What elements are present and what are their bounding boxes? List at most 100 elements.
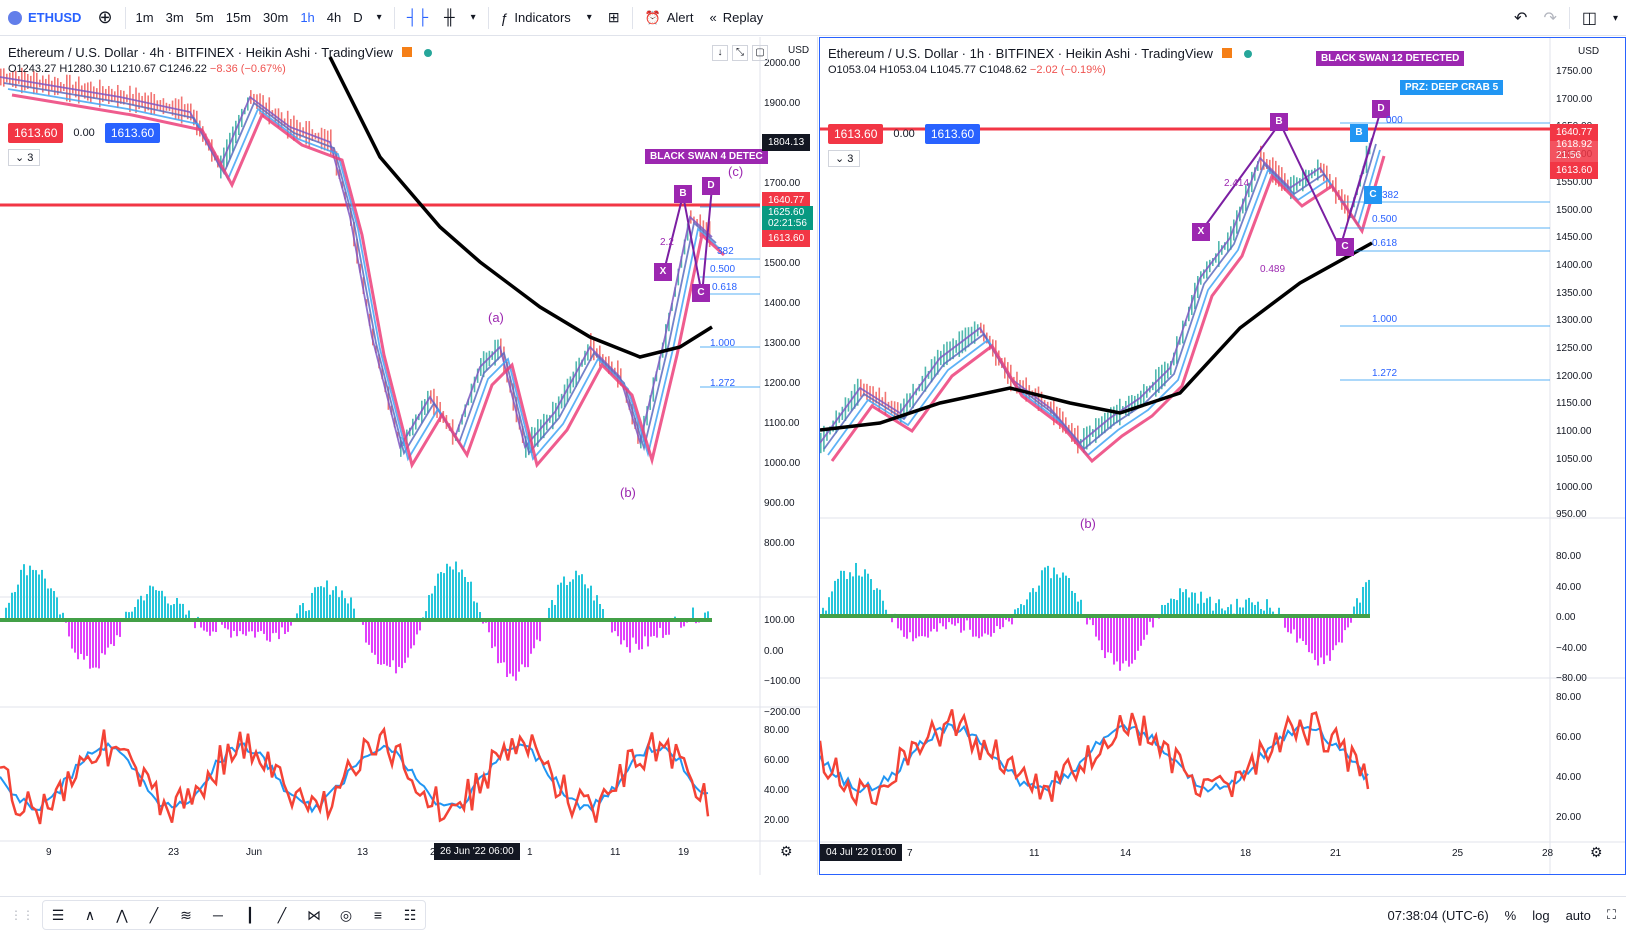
left-chart-canvas[interactable] xyxy=(0,37,818,875)
oscillator-bar xyxy=(572,579,574,620)
oscillator-bar xyxy=(284,620,286,635)
oscillator-bar xyxy=(455,561,457,620)
collapse-indicators-button[interactable]: ⌄ 3 xyxy=(8,149,41,166)
oscillator-bar xyxy=(707,611,709,620)
indicators-button[interactable]: ƒ Indicators xyxy=(493,0,579,36)
rsi_axis-tick: 40.00 xyxy=(764,785,790,796)
maximize-icon[interactable]: ▢ xyxy=(752,45,768,61)
drag-handle-icon[interactable]: ⋮⋮ xyxy=(10,908,34,922)
xabcd-pattern-icon[interactable]: ⋈ xyxy=(307,907,321,923)
abcd-pattern-icon[interactable]: ∧ xyxy=(84,907,96,923)
fib-channel-icon[interactable]: ≋ xyxy=(180,907,192,923)
redo-icon[interactable]: ↷ xyxy=(1543,10,1557,27)
crosshair-time-label: 26 Jun '22 06:00 xyxy=(434,843,520,860)
layout-split-icon[interactable]: ◫ xyxy=(1581,10,1597,27)
chart-pane-left[interactable]: Ethereum / U.S. Dollar · 4h · BITFINEX ·… xyxy=(0,37,818,875)
object-tree-icon[interactable]: ☷ xyxy=(403,907,417,923)
oscillator-bar xyxy=(662,620,664,638)
menu-icon[interactable]: ☰ xyxy=(51,907,65,923)
currency-label[interactable]: USD xyxy=(788,45,810,56)
flag-icon[interactable] xyxy=(1222,48,1233,58)
oscillator-bar xyxy=(53,591,55,620)
replay-button[interactable]: « Replay xyxy=(701,0,771,36)
interval-5m[interactable]: 5m xyxy=(195,10,214,25)
oscillator-bar xyxy=(1008,616,1010,622)
oscillator-bar xyxy=(683,620,685,627)
oscillator-bar xyxy=(86,620,88,656)
oscillator-bar xyxy=(5,607,7,620)
oscillator-bar xyxy=(1341,616,1343,643)
interval-4h[interactable]: 4h xyxy=(326,10,342,25)
ohlc-change: −8.36 (−0.67%) xyxy=(209,63,286,75)
elliott-wave-icon[interactable]: ⋀ xyxy=(116,907,128,923)
pattern-point-c2: C xyxy=(1364,186,1382,204)
settings-gear-icon[interactable]: ⚙ xyxy=(1590,844,1603,860)
oscillator-bar xyxy=(632,620,634,638)
oscillator-bar xyxy=(1101,616,1103,651)
interval-1m[interactable]: 1m xyxy=(135,10,154,25)
osc_axis-tick: −100.00 xyxy=(764,676,801,687)
chevron-down-icon[interactable]: ▾ xyxy=(1612,12,1618,24)
oscillator-bar xyxy=(1266,599,1268,616)
scroll-down-icon[interactable]: ↓ xyxy=(712,45,728,61)
bottom-right-controls: 07:38:04 (UTC-6) % log auto ⛶ xyxy=(1388,897,1617,933)
buy-price-button[interactable]: 1613.60 xyxy=(104,123,161,143)
interval-30m[interactable]: 30m xyxy=(263,10,289,25)
harmonic-pattern-line xyxy=(662,186,713,296)
oscillator-bar xyxy=(885,609,887,616)
interval-3m[interactable]: 3m xyxy=(165,10,184,25)
undo-icon[interactable]: ↶ xyxy=(1514,10,1528,27)
oscillator-bar xyxy=(1074,592,1076,616)
fullscreen-icon[interactable]: ⛶ xyxy=(1606,907,1616,922)
oscillator-bar xyxy=(927,616,929,638)
candle-type-icon[interactable]: ╫ xyxy=(443,9,455,26)
top-toolbar: ETHUSD ⊕ 1m 3m 5m 15m 30m 1h 4h D ▾ ┤├ ╫… xyxy=(0,0,1626,36)
oscillator-bar xyxy=(158,590,160,620)
oscillator-bar xyxy=(930,616,932,632)
line-tool-icon[interactable]: ╱ xyxy=(277,907,287,923)
percent-toggle[interactable]: % xyxy=(1504,907,1517,923)
y_axis-tick: 1550.00 xyxy=(1556,176,1593,188)
gann-icon[interactable]: ◎ xyxy=(339,907,353,923)
clock-time[interactable]: 07:38:04 (UTC-6) xyxy=(1387,907,1489,923)
sell-price-button[interactable]: 1613.60 xyxy=(8,123,64,143)
collapse-icon[interactable]: ⤡ xyxy=(732,45,748,61)
horizontal-ray-icon[interactable]: ─ xyxy=(213,907,223,923)
collapse-indicators-button[interactable]: ⌄ 3 xyxy=(828,150,861,167)
trend-line-icon[interactable]: ╱ xyxy=(149,907,159,923)
y_axis-tick: 1050.00 xyxy=(1556,453,1593,465)
oscillator-bar xyxy=(431,593,433,620)
settings-gear-icon[interactable]: ⚙ xyxy=(780,843,793,859)
buy-price-button[interactable]: 1613.60 xyxy=(924,124,981,144)
chevron-down-icon[interactable]: ▾ xyxy=(586,12,592,23)
chevron-down-icon[interactable]: ▾ xyxy=(376,12,382,23)
alert-button[interactable]: ⏰ Alert xyxy=(637,0,702,36)
chevron-down-icon[interactable]: ▾ xyxy=(470,12,476,23)
y_axis-tick: 1100.00 xyxy=(1556,426,1592,438)
oscillator-bar xyxy=(1299,616,1301,639)
ohlc-open: O1053.04 xyxy=(828,64,877,76)
oscillator-bar xyxy=(458,572,460,620)
oscillator-bar xyxy=(146,594,148,620)
auto-toggle[interactable]: auto xyxy=(1565,907,1591,923)
interval-d[interactable]: D xyxy=(353,10,363,25)
bar-chart-type-icon[interactable]: ┤├ xyxy=(406,9,428,26)
oscillator-bar xyxy=(936,616,938,632)
vertical-lines-icon[interactable]: ┃ xyxy=(245,907,255,923)
settings-sliders-icon[interactable]: ≡ xyxy=(373,907,383,923)
oscillator-bar xyxy=(137,599,139,620)
interval-1h[interactable]: 1h xyxy=(300,10,315,25)
right-chart-canvas[interactable] xyxy=(820,38,1625,874)
oscillator-bar xyxy=(1152,616,1154,628)
currency-label[interactable]: USD xyxy=(1578,46,1600,57)
sell-price-button[interactable]: 1613.60 xyxy=(828,124,884,144)
symbol-search[interactable]: ETHUSD xyxy=(0,0,89,36)
oscillator-bar xyxy=(984,616,986,634)
chart-pane-right[interactable]: Ethereum / U.S. Dollar · 1h · BITFINEX ·… xyxy=(819,37,1626,875)
pattern-point-x: X xyxy=(654,263,672,281)
layout-grid-icon[interactable]: ⊞ xyxy=(607,9,620,25)
interval-15m[interactable]: 15m xyxy=(225,10,252,25)
log-toggle[interactable]: log xyxy=(1532,907,1550,923)
compare-add-icon[interactable]: ⊕ xyxy=(97,7,113,27)
flag-icon[interactable] xyxy=(402,47,413,57)
